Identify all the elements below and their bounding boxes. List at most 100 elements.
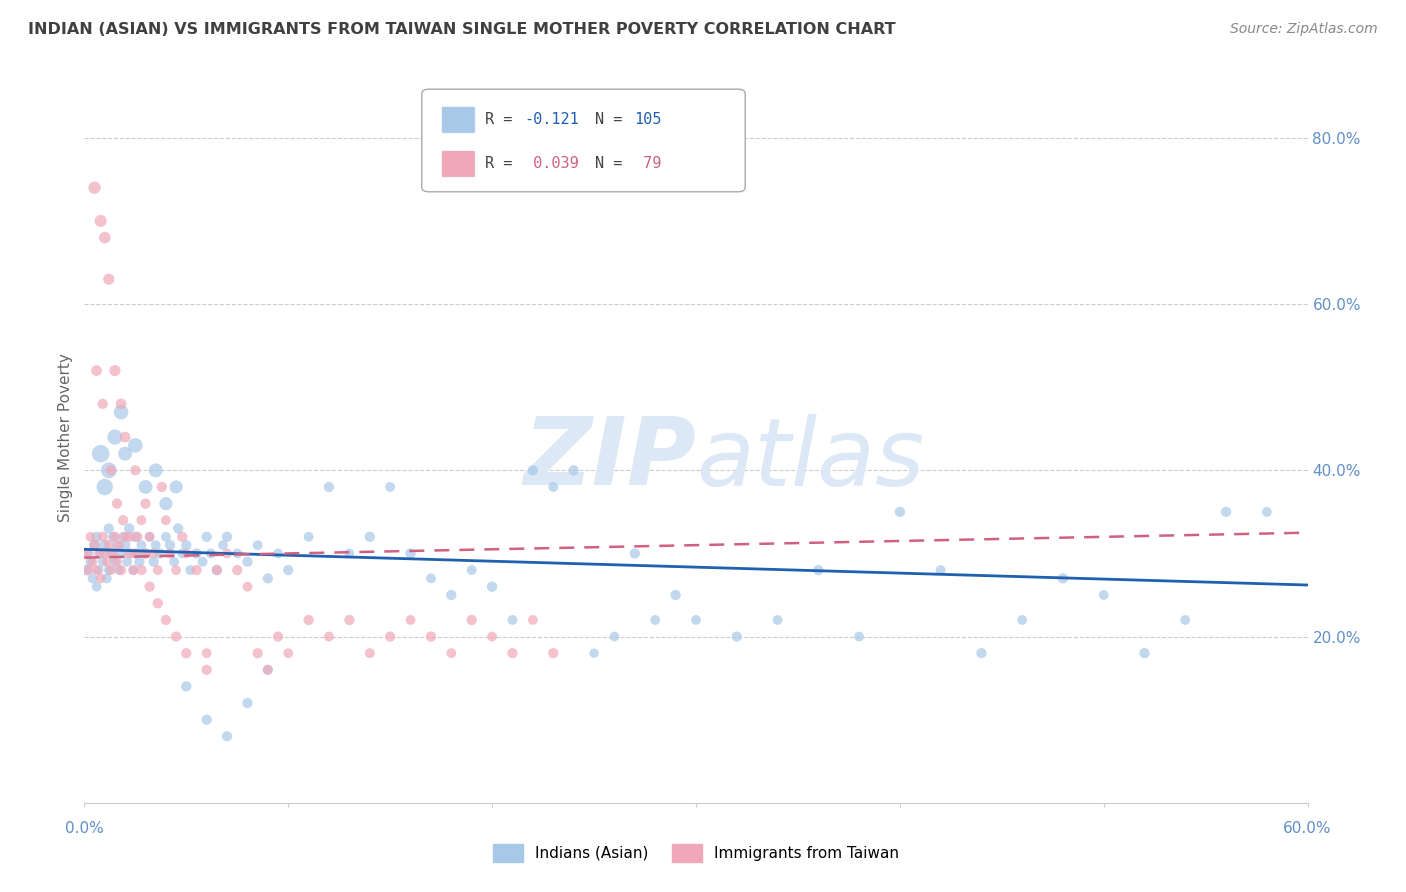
Point xyxy=(112,530,135,544)
Point xyxy=(97,538,120,552)
Y-axis label: Single Mother Poverty: Single Mother Poverty xyxy=(58,352,73,522)
Point xyxy=(114,430,136,444)
Point xyxy=(97,563,120,577)
Point xyxy=(100,563,122,577)
Point xyxy=(110,405,132,419)
Point xyxy=(90,447,112,461)
Point xyxy=(145,538,167,552)
Point xyxy=(186,563,208,577)
Point xyxy=(90,546,112,560)
Point xyxy=(146,563,169,577)
Point xyxy=(543,480,565,494)
Point xyxy=(1215,505,1237,519)
Point xyxy=(246,538,269,552)
Point xyxy=(149,546,172,560)
Point xyxy=(87,563,110,577)
Point xyxy=(127,546,149,560)
Point xyxy=(91,555,114,569)
Point xyxy=(1133,646,1156,660)
Point xyxy=(91,530,114,544)
Point xyxy=(163,555,186,569)
Point xyxy=(155,513,177,527)
Point xyxy=(461,563,484,577)
Point xyxy=(257,663,280,677)
Point xyxy=(155,530,177,544)
Point xyxy=(108,563,131,577)
Text: -0.121: -0.121 xyxy=(524,112,579,128)
Point xyxy=(267,546,290,560)
Point xyxy=(172,530,194,544)
Point xyxy=(112,513,135,527)
Point xyxy=(79,555,101,569)
Point xyxy=(1052,571,1074,585)
Point xyxy=(217,546,239,560)
Point xyxy=(1092,588,1115,602)
Point xyxy=(257,571,280,585)
Point xyxy=(86,363,108,377)
Point xyxy=(138,580,160,594)
Text: R =: R = xyxy=(485,112,522,128)
Point xyxy=(205,563,228,577)
Point xyxy=(165,563,187,577)
Point xyxy=(82,571,104,585)
Point xyxy=(172,546,194,560)
Point xyxy=(165,630,187,644)
Point xyxy=(440,646,463,660)
Point xyxy=(118,546,141,560)
Point xyxy=(114,530,136,544)
Point xyxy=(502,613,524,627)
Point xyxy=(399,546,422,560)
Point xyxy=(101,546,124,560)
Point xyxy=(461,613,484,627)
Point xyxy=(128,555,150,569)
Point xyxy=(200,546,222,560)
Point xyxy=(399,613,422,627)
Point xyxy=(131,563,153,577)
Point xyxy=(145,463,167,477)
Point xyxy=(318,630,340,644)
Point xyxy=(889,505,911,519)
Point xyxy=(191,555,214,569)
Point xyxy=(86,580,108,594)
Point xyxy=(481,580,503,594)
Point xyxy=(420,571,443,585)
Point xyxy=(124,438,146,452)
Point xyxy=(124,463,146,477)
Text: Source: ZipAtlas.com: Source: ZipAtlas.com xyxy=(1230,22,1378,37)
Point xyxy=(104,530,127,544)
Point xyxy=(848,630,870,644)
Point xyxy=(135,546,157,560)
Point xyxy=(127,530,149,544)
Point xyxy=(105,497,128,511)
Point xyxy=(122,563,145,577)
Point xyxy=(75,563,97,577)
Point xyxy=(135,480,157,494)
Point xyxy=(135,497,157,511)
Text: 0.0%: 0.0% xyxy=(65,822,104,837)
Legend: Indians (Asian), Immigrants from Taiwan: Indians (Asian), Immigrants from Taiwan xyxy=(486,838,905,868)
Point xyxy=(481,630,503,644)
Point xyxy=(146,596,169,610)
Point xyxy=(83,538,105,552)
Text: INDIAN (ASIAN) VS IMMIGRANTS FROM TAIWAN SINGLE MOTHER POVERTY CORRELATION CHART: INDIAN (ASIAN) VS IMMIGRANTS FROM TAIWAN… xyxy=(28,22,896,37)
Point xyxy=(440,588,463,602)
Point xyxy=(155,497,177,511)
Point xyxy=(165,480,187,494)
Text: 105: 105 xyxy=(634,112,661,128)
Point xyxy=(150,480,173,494)
Point xyxy=(298,530,321,544)
Text: R =: R = xyxy=(485,156,522,171)
Point xyxy=(359,530,381,544)
Point xyxy=(86,530,108,544)
Point xyxy=(766,613,789,627)
Point xyxy=(339,613,361,627)
Point xyxy=(174,546,197,560)
Point xyxy=(93,230,115,244)
Point xyxy=(195,663,218,677)
Text: 60.0%: 60.0% xyxy=(1284,822,1331,837)
Point xyxy=(212,538,235,552)
Point xyxy=(131,538,153,552)
Point xyxy=(543,646,565,660)
Point xyxy=(135,546,157,560)
Point xyxy=(90,214,112,228)
